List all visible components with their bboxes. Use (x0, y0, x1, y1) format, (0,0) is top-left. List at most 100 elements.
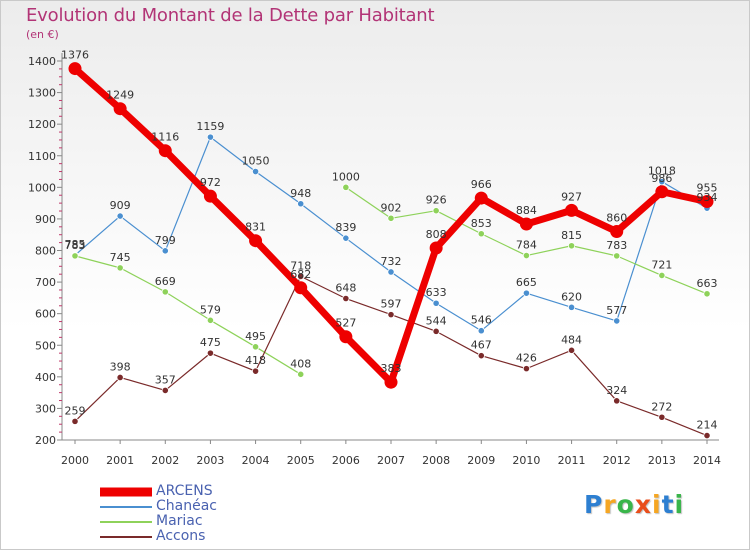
data-point (610, 225, 624, 239)
data-point (251, 167, 260, 176)
logo-letter: P (584, 490, 604, 519)
y-tick-label: 1100 (28, 150, 56, 163)
data-label: 1376 (61, 49, 89, 62)
data-point (655, 185, 669, 199)
y-tick-label: 800 (35, 245, 56, 258)
data-point (116, 212, 124, 220)
data-label: 682 (290, 268, 311, 281)
data-label: 398 (110, 360, 131, 373)
y-tick-label: 900 (35, 213, 56, 226)
data-point (613, 252, 621, 260)
legend-swatch (100, 505, 152, 508)
data-label: 669 (155, 275, 176, 288)
data-label: 785 (65, 238, 86, 251)
data-point (71, 417, 79, 425)
data-point (161, 247, 169, 255)
data-label: 860 (606, 212, 627, 225)
data-point (432, 327, 440, 335)
data-point (613, 317, 621, 325)
data-label: 721 (651, 258, 672, 271)
data-point (297, 200, 305, 208)
data-point (565, 203, 579, 217)
x-tick-label: 2010 (512, 454, 540, 467)
data-label: 577 (606, 304, 627, 317)
y-tick-label: 700 (35, 276, 56, 289)
data-label: 259 (65, 404, 86, 417)
data-label: 620 (561, 290, 582, 303)
data-label: 926 (426, 194, 447, 207)
legend-swatch (100, 487, 152, 496)
data-point (339, 330, 353, 344)
x-tick-label: 2008 (422, 454, 450, 467)
data-label: 927 (561, 190, 582, 203)
data-point (474, 191, 488, 205)
data-point (700, 195, 714, 209)
data-point (116, 264, 124, 272)
data-point (294, 281, 308, 295)
logo-letter: t (661, 490, 675, 519)
x-tick-label: 2012 (603, 454, 631, 467)
data-point (387, 214, 395, 222)
data-label: 665 (516, 276, 537, 289)
data-point (703, 431, 711, 440)
x-tick-label: 2005 (287, 454, 315, 467)
data-point (658, 178, 666, 186)
data-label: 475 (200, 336, 221, 349)
data-point (71, 252, 79, 260)
data-point (658, 271, 666, 280)
data-point (68, 62, 82, 76)
data-point (297, 272, 305, 280)
data-point (158, 144, 172, 158)
data-label: 799 (155, 234, 176, 247)
series-line (74, 255, 302, 375)
data-label: 633 (426, 286, 447, 299)
data-label: 357 (155, 373, 176, 386)
data-label: 986 (651, 172, 672, 185)
data-label: 214 (697, 419, 718, 432)
data-point (161, 288, 169, 296)
legend-label: Chanéac (156, 498, 217, 514)
data-label: 544 (426, 314, 447, 327)
data-point (342, 183, 350, 191)
data-label: 784 (516, 239, 537, 252)
logo-letter: r (603, 490, 617, 519)
data-label: 324 (606, 384, 627, 397)
data-point (432, 207, 440, 215)
x-tick-label: 2003 (196, 454, 224, 467)
data-point (342, 294, 350, 303)
data-label: 815 (561, 229, 582, 242)
data-label: 426 (516, 352, 537, 365)
series-arcens (68, 62, 714, 389)
data-label: 1159 (196, 120, 224, 133)
data-label: 1018 (648, 165, 676, 178)
data-point (432, 299, 440, 307)
legend-item: ARCENS (100, 483, 300, 499)
y-tick-label: 600 (35, 308, 56, 321)
data-point (613, 397, 621, 405)
data-label: 383 (381, 362, 402, 375)
chart-legend: ARCENS Chanéac Mariac Accons (100, 483, 300, 544)
legend-label: Mariac (156, 513, 203, 529)
x-tick-label: 2011 (558, 454, 586, 467)
data-label: 853 (471, 217, 492, 230)
data-point (477, 352, 485, 360)
data-label: 948 (290, 187, 311, 200)
data-label: 902 (381, 201, 402, 214)
chart-title: Evolution du Montant de la Dette par Hab… (26, 5, 435, 26)
legend-item: Mariac (100, 513, 300, 529)
data-point (477, 327, 485, 335)
x-tick-label: 2009 (467, 454, 495, 467)
data-point (567, 303, 576, 311)
y-tick-label: 300 (35, 402, 56, 415)
y-tick-label: 1300 (28, 87, 56, 100)
data-label: 909 (110, 199, 131, 212)
x-tick-label: 2000 (61, 454, 89, 467)
data-point (203, 189, 217, 203)
data-label: 732 (381, 255, 402, 268)
legend-label: Accons (156, 528, 206, 544)
data-label: 934 (697, 191, 718, 204)
data-point (522, 251, 531, 260)
y-tick-label: 1200 (28, 118, 56, 131)
data-label: 418 (245, 354, 266, 367)
